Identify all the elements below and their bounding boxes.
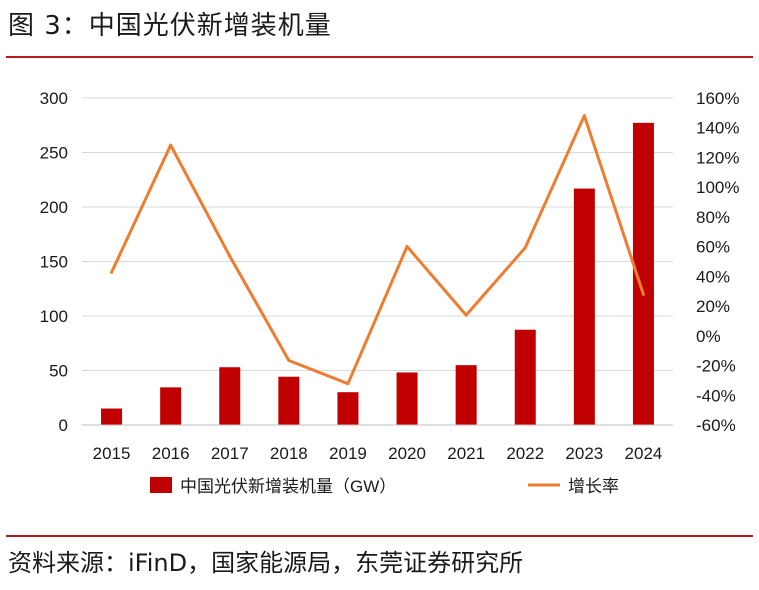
growth-rate-point-2017 <box>228 254 232 258</box>
x-tick-label: 2023 <box>565 444 603 463</box>
bar-2022 <box>514 329 536 425</box>
growth-rate-point-2022 <box>523 246 527 250</box>
growth-rate-point-2016 <box>169 143 173 147</box>
y-left-tick-label: 150 <box>40 253 68 272</box>
growth-rate-point-2015 <box>110 270 114 274</box>
figure-title: 图 3：中国光伏新增装机量 <box>8 11 332 41</box>
legend-bar-label: 中国光伏新增装机量（GW） <box>180 477 396 496</box>
y-right-tick-label: -40% <box>696 386 736 405</box>
bar-series <box>101 122 654 426</box>
bar-2017 <box>219 367 241 425</box>
growth-rate-point-2020 <box>405 244 409 248</box>
y-right-tick-label: 40% <box>696 267 730 286</box>
growth-rate-point-2021 <box>464 313 468 317</box>
y-right-tick-label: 20% <box>696 297 730 316</box>
source-note: 资料来源：iFinD，国家能源局，东莞证券研究所 <box>8 549 524 577</box>
y-right-tick-label: 100% <box>696 178 739 197</box>
y-left-tick-label: 200 <box>40 198 68 217</box>
x-tick-label: 2022 <box>506 444 544 463</box>
x-tick-label: 2018 <box>270 444 308 463</box>
x-tick-label: 2024 <box>625 444 663 463</box>
x-tick-label: 2015 <box>93 444 131 463</box>
y-left-tick-label: 50 <box>49 362 68 381</box>
axes: 0 50 100 150 200 250 300 -60% -40% -20% 0% 20% 40% 60… <box>40 89 740 463</box>
y-right-tick-label: 80% <box>696 208 730 227</box>
line-series <box>110 114 645 386</box>
y-right-tick-label: 0% <box>696 327 721 346</box>
legend-bar-swatch <box>150 477 172 493</box>
bottom-rule <box>6 535 753 537</box>
y-left-tick-label: 0 <box>59 416 68 435</box>
x-tick-label: 2017 <box>211 444 249 463</box>
bar-2020 <box>396 372 418 425</box>
growth-rate-point-2019 <box>346 382 350 386</box>
y-right-tick-label: 160% <box>696 89 739 108</box>
x-tick-label: 2021 <box>447 444 485 463</box>
growth-rate-point-2024 <box>641 292 645 296</box>
y-right-tick-label: 120% <box>696 148 739 167</box>
y-right-tick-label: -60% <box>696 416 736 435</box>
growth-rate-line <box>110 114 645 386</box>
bar-2023 <box>573 188 595 425</box>
bar-2021 <box>455 365 477 425</box>
y-right-tick-label: 60% <box>696 238 730 257</box>
legend: 中国光伏新增装机量（GW） 增长率 <box>150 477 619 496</box>
y-left-tick-label: 250 <box>40 144 68 163</box>
growth-rate-point-2023 <box>582 114 586 118</box>
bar-2018 <box>278 376 300 425</box>
x-tick-label: 2016 <box>152 444 190 463</box>
y-left-tick-label: 100 <box>40 307 68 326</box>
x-tick-label: 2020 <box>388 444 426 463</box>
growth-rate-point-2018 <box>287 358 291 362</box>
top-rule <box>6 56 753 58</box>
y-right-tick-label: -20% <box>696 357 736 376</box>
legend-line-label: 增长率 <box>568 477 619 496</box>
y-right-tick-label: 140% <box>696 119 739 138</box>
bar-2015 <box>101 408 123 425</box>
y-left-tick-label: 300 <box>40 89 68 108</box>
bar-2019 <box>337 392 359 425</box>
chart: 0 50 100 150 200 250 300 -60% -40% -20% 0% 20% 40% 60… <box>40 89 740 496</box>
bar-2024 <box>632 122 654 426</box>
x-tick-label: 2019 <box>329 444 367 463</box>
bar-2016 <box>160 387 182 425</box>
